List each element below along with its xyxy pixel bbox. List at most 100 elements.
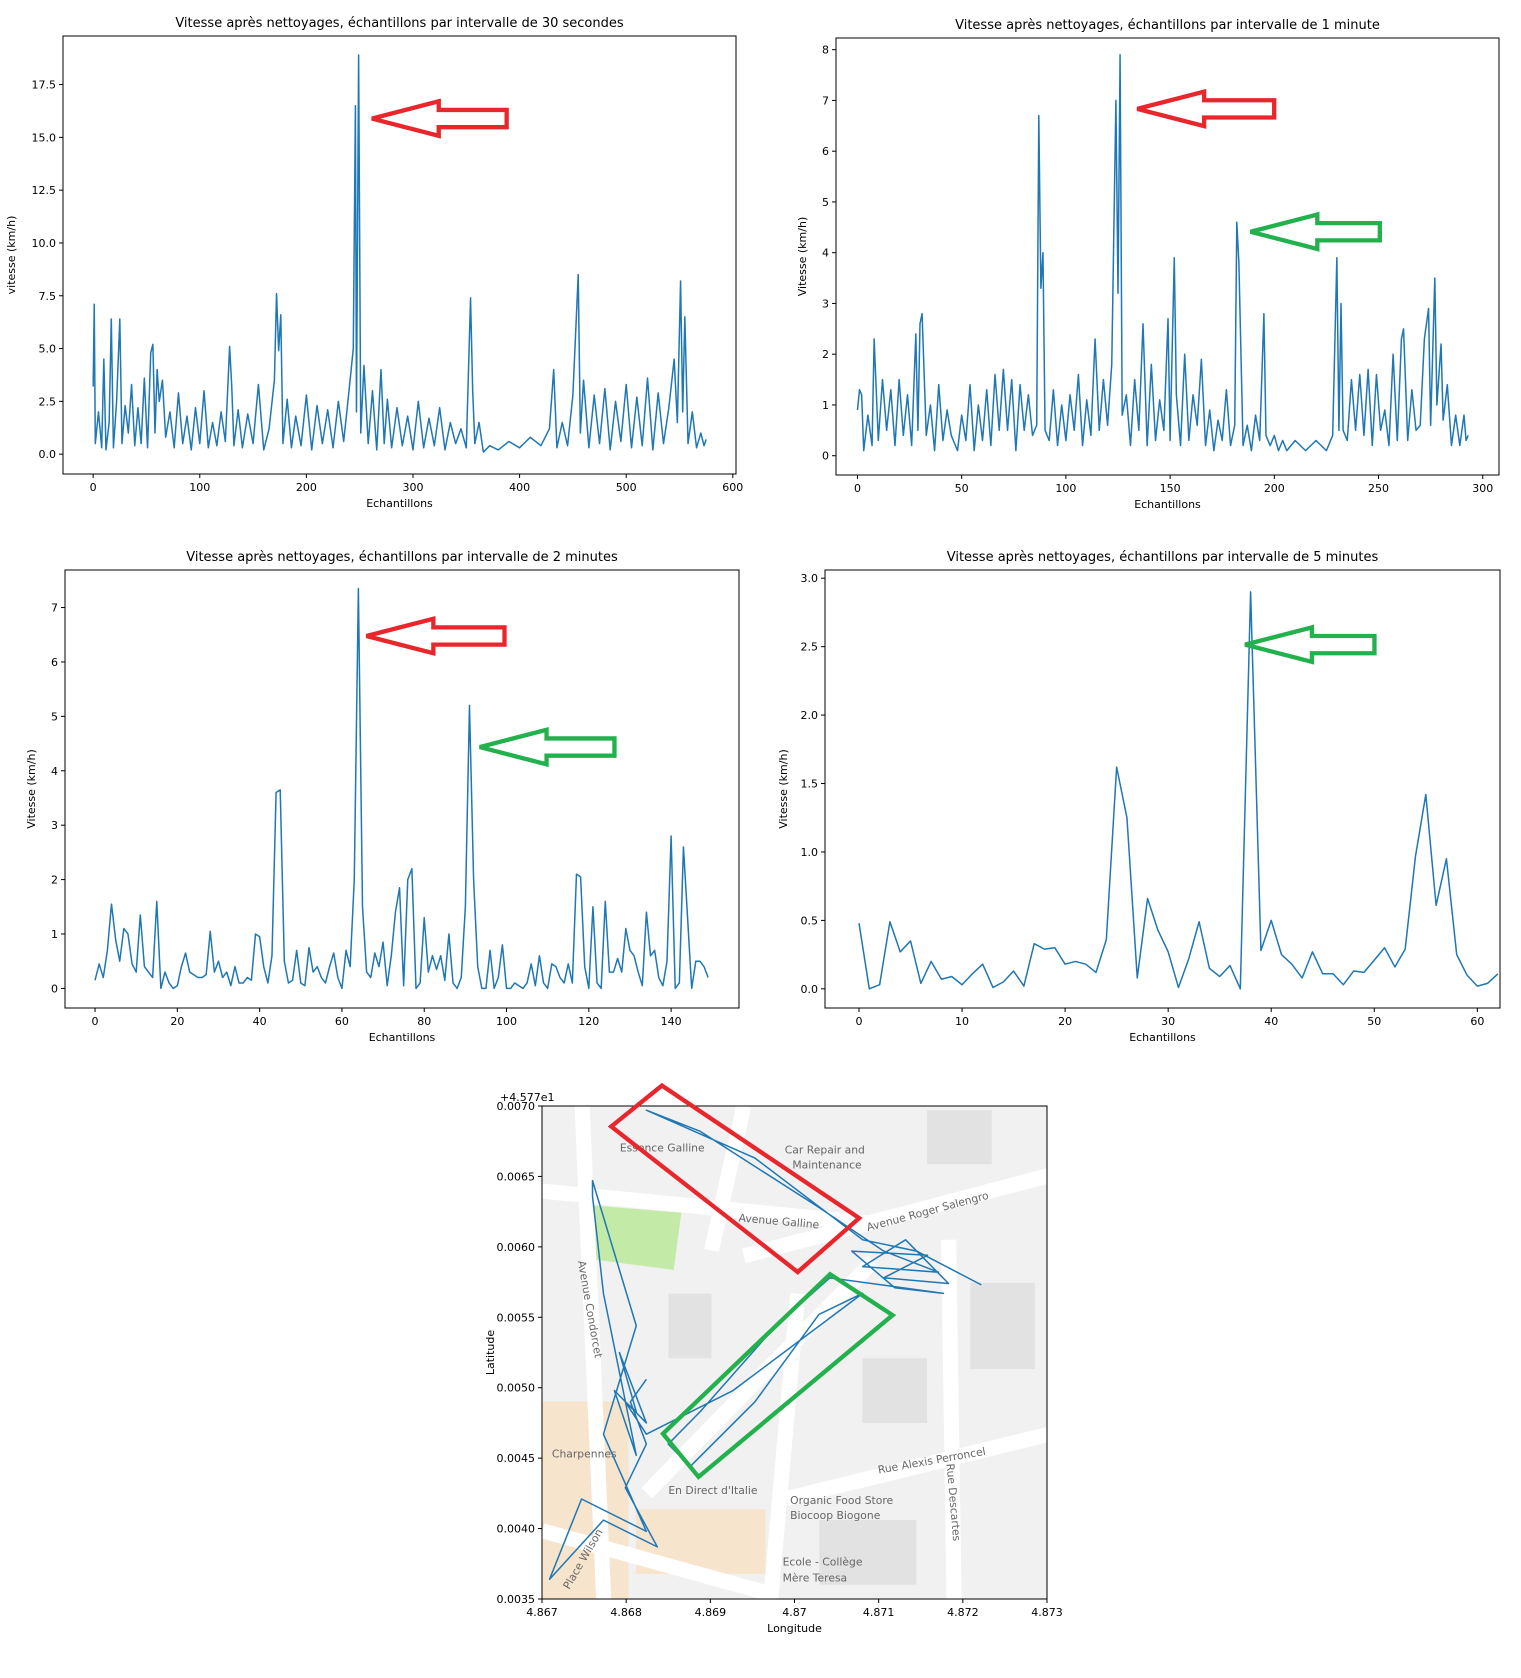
y-tick-label: 4 xyxy=(51,765,58,778)
y-tick-label: 2 xyxy=(51,874,58,887)
map-label: Charpennes xyxy=(552,1447,617,1460)
y-tick-label: 7 xyxy=(822,94,829,107)
axis-offset: +4.577e1 xyxy=(500,1091,554,1104)
y-tick-label: 0.0035 xyxy=(497,1593,536,1606)
y-tick-label: 3 xyxy=(51,819,58,832)
chart-title: Vitesse après nettoyages, échantillons p… xyxy=(186,550,618,565)
map-label: Ecole - Collège xyxy=(783,1555,863,1568)
x-tick-label: 4.871 xyxy=(863,1606,895,1619)
y-tick-label: 12.5 xyxy=(32,184,57,197)
y-tick-label: 0.0 xyxy=(801,983,819,996)
y-tick-label: 5.0 xyxy=(39,343,57,356)
y-tick-label: 2.5 xyxy=(39,395,57,408)
x-tick-label: 80 xyxy=(417,1015,431,1028)
axes-frame xyxy=(835,37,1500,476)
y-tick-label: 3 xyxy=(822,297,829,310)
x-tick-label: 60 xyxy=(1470,1015,1484,1028)
x-tick-label: 50 xyxy=(955,482,969,495)
chart-title: Vitesse après nettoyages, échantillons p… xyxy=(947,550,1379,565)
map-area xyxy=(542,1401,629,1599)
x-tick-label: 250 xyxy=(1368,482,1389,495)
map-label: Mère Teresa xyxy=(783,1571,848,1584)
chart-title: Vitesse après nettoyages, échantillons p… xyxy=(175,16,624,31)
y-tick-label: 2.0 xyxy=(801,709,819,722)
arrow xyxy=(1244,624,1377,665)
y-tick-label: 6 xyxy=(822,145,829,158)
x-tick-label: 4.869 xyxy=(695,1606,727,1619)
arrow xyxy=(1249,211,1382,252)
y-tick-label: 10.0 xyxy=(32,237,57,250)
x-tick-label: 150 xyxy=(1160,482,1181,495)
map-building xyxy=(668,1293,712,1359)
x-tick-label: 10 xyxy=(955,1015,969,1028)
map-park xyxy=(590,1205,682,1270)
axes-frame xyxy=(64,569,740,1009)
x-tick-label: 50 xyxy=(1367,1015,1381,1028)
x-tick-label: 4.87 xyxy=(782,1606,807,1619)
arrow xyxy=(365,615,507,657)
map-building xyxy=(862,1358,928,1423)
map-label: En Direct d'Italie xyxy=(668,1484,757,1497)
map-label: Organic Food Store xyxy=(790,1494,893,1507)
x-tick-label: 400 xyxy=(509,481,530,494)
highlight-box xyxy=(607,1082,863,1275)
x-tick-label: 140 xyxy=(661,1015,682,1028)
axes-frame xyxy=(824,569,1501,1009)
x-tick-label: 4.873 xyxy=(1031,1606,1063,1619)
y-tick-label: 5 xyxy=(822,196,829,209)
data-line xyxy=(858,591,1499,990)
y-tick-label: 1 xyxy=(822,399,829,412)
y-tick-label: 1 xyxy=(51,928,58,941)
x-tick-label: 40 xyxy=(253,1015,267,1028)
y-tick-label: 7.5 xyxy=(39,290,57,303)
y-tick-label: 1.0 xyxy=(801,846,819,859)
x-tick-label: 120 xyxy=(578,1015,599,1028)
x-tick-label: 300 xyxy=(1472,482,1493,495)
arrow xyxy=(479,727,617,768)
y-tick-label: 0.0055 xyxy=(497,1311,536,1324)
x-tick-label: 30 xyxy=(1161,1015,1175,1028)
y-tick-label: 0.0050 xyxy=(497,1382,536,1395)
map-label: Biocoop Biogone xyxy=(790,1509,881,1522)
x-tick-label: 100 xyxy=(189,481,210,494)
data-line xyxy=(94,587,709,990)
x-axis-label: Echantillons xyxy=(369,1031,436,1044)
y-tick-label: 0.0040 xyxy=(497,1523,536,1536)
x-axis-label: Echantillons xyxy=(1129,1031,1196,1044)
y-tick-label: 6 xyxy=(51,656,58,669)
map-label: Maintenance xyxy=(792,1159,862,1172)
map-building xyxy=(970,1282,1035,1370)
x-tick-label: 4.872 xyxy=(947,1606,979,1619)
y-tick-label: 5 xyxy=(51,710,58,723)
x-tick-label: 200 xyxy=(1264,482,1285,495)
data-line xyxy=(548,1109,982,1581)
y-tick-label: 3.0 xyxy=(801,572,819,585)
x-tick-label: 0 xyxy=(856,1015,863,1028)
y-tick-label: 4 xyxy=(822,247,829,260)
y-tick-label: 2 xyxy=(822,348,829,361)
y-axis-label: Vitesse (km/h) xyxy=(25,749,38,829)
y-tick-label: 1.5 xyxy=(801,778,819,791)
x-axis-label: Longitude xyxy=(767,1622,822,1635)
x-axis-label: Echantillons xyxy=(1134,498,1201,511)
map-label: Car Repair and xyxy=(785,1143,865,1156)
y-tick-label: 0.0070 xyxy=(497,1100,536,1113)
y-axis-label: Latitude xyxy=(484,1330,497,1376)
x-tick-label: 600 xyxy=(722,481,743,494)
x-tick-label: 20 xyxy=(1058,1015,1072,1028)
y-tick-label: 0.0060 xyxy=(497,1241,536,1254)
y-tick-label: 17.5 xyxy=(32,79,57,92)
x-tick-label: 40 xyxy=(1264,1015,1278,1028)
axes-frame xyxy=(541,1105,1048,1600)
x-tick-label: 20 xyxy=(170,1015,184,1028)
x-axis-label: Echantillons xyxy=(366,497,433,510)
arrow xyxy=(371,98,509,139)
x-tick-label: 500 xyxy=(616,481,637,494)
arrow xyxy=(1136,88,1277,129)
y-tick-label: 0.0 xyxy=(39,448,57,461)
y-tick-label: 0.0065 xyxy=(497,1170,536,1183)
x-tick-label: 0 xyxy=(90,481,97,494)
y-tick-label: 0.0045 xyxy=(497,1452,536,1465)
